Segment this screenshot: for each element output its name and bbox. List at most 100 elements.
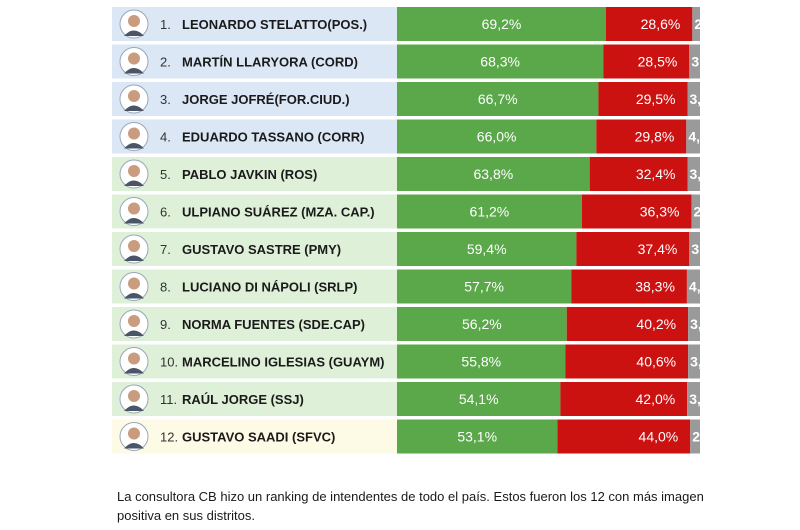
- positive-bar: [397, 157, 590, 191]
- unknown-bar: [687, 382, 700, 416]
- negative-bar: [571, 269, 687, 304]
- avatar-body: [124, 180, 144, 186]
- ranking-chart: 1.LEONARDO STELATTO(POS.)69,2%28,6%2,22.…: [112, 0, 800, 478]
- candidate-name: RAÚL JORGE (SSJ): [182, 392, 304, 407]
- negative-label: 36,3%: [640, 204, 680, 220]
- unknown-bar: [690, 419, 700, 454]
- positive-label: 59,4%: [467, 241, 507, 257]
- row-background: [112, 44, 397, 79]
- rank-number: 5.: [160, 167, 171, 182]
- rank-number: 9.: [160, 317, 171, 332]
- unknown-bar: [688, 344, 700, 379]
- positive-bar: [397, 419, 558, 454]
- negative-bar: [581, 194, 692, 229]
- positive-label: 57,7%: [464, 279, 504, 295]
- rank-number: 11.: [160, 392, 177, 407]
- positive-label: 63,8%: [473, 166, 513, 182]
- avatar-head: [128, 315, 140, 327]
- avatar-head: [128, 240, 140, 252]
- rank-number: 1.: [160, 17, 171, 32]
- avatar-head: [128, 52, 140, 65]
- positive-bar: [397, 232, 577, 266]
- candidate-name: GUSTAVO SAADI (SFVC): [182, 430, 335, 445]
- candidate-name: ULPIANO SUÁREZ (MZA. CAP.): [182, 205, 375, 220]
- negative-label: 28,6%: [641, 16, 681, 32]
- avatar-head: [128, 427, 140, 440]
- avatar-head: [128, 390, 140, 402]
- rank-number: 6.: [160, 205, 171, 220]
- unknown-bar: [691, 194, 700, 229]
- avatar-head: [128, 127, 140, 140]
- unknown-bar: [689, 44, 700, 79]
- positive-label: 54,1%: [459, 391, 499, 407]
- unknown-bar: [692, 7, 700, 41]
- unknown-bar: [686, 119, 700, 154]
- candidate-name: JORGE JOFRÉ(FOR.CIUD.): [182, 92, 350, 107]
- positive-bar: [397, 7, 606, 41]
- avatar-body: [124, 443, 144, 449]
- positive-bar: [397, 269, 572, 304]
- avatar-body: [124, 330, 144, 336]
- rank-number: 10.: [160, 355, 178, 370]
- rank-number: 4.: [160, 130, 171, 145]
- avatar-head: [128, 165, 140, 177]
- avatar-head: [128, 15, 140, 27]
- candidate-name: GUSTAVO SASTRE (PMY): [182, 242, 341, 257]
- rank-number: 3.: [160, 92, 171, 107]
- row-background: [112, 119, 397, 154]
- avatar-body: [124, 405, 144, 411]
- negative-bar: [566, 307, 689, 341]
- negative-bar: [603, 44, 690, 79]
- candidate-name: EDUARDO TASSANO (CORR): [182, 130, 364, 145]
- positive-label: 56,2%: [462, 316, 502, 332]
- avatar-body: [124, 105, 144, 111]
- avatar-head: [128, 90, 140, 102]
- row-background: [112, 194, 397, 229]
- positive-bar: [397, 344, 566, 379]
- candidate-name: NORMA FUENTES (SDE.CAP): [182, 317, 365, 332]
- unknown-bar: [686, 269, 700, 304]
- negative-bar: [565, 344, 689, 379]
- right-margin: [700, 0, 800, 478]
- unknown-bar: [687, 82, 700, 116]
- negative-bar: [576, 232, 690, 266]
- unknown-bar: [689, 232, 700, 266]
- negative-label: 37,4%: [638, 241, 678, 257]
- positive-label: 61,2%: [470, 204, 510, 220]
- positive-bar: [397, 119, 597, 154]
- positive-bar: [397, 382, 561, 416]
- rank-number: 8.: [160, 280, 171, 295]
- positive-label: 53,1%: [457, 429, 497, 445]
- row-background: [112, 157, 397, 191]
- positive-label: 68,3%: [480, 54, 520, 70]
- rank-number: 7.: [160, 242, 171, 257]
- negative-label: 29,8%: [635, 129, 675, 145]
- negative-label: 28,5%: [638, 54, 678, 70]
- avatar-body: [124, 368, 144, 374]
- row-background: [112, 232, 397, 266]
- avatar-head: [128, 202, 140, 215]
- row-background: [112, 419, 397, 454]
- negative-label: 40,2%: [636, 316, 676, 332]
- candidate-name: LEONARDO STELATTO(POS.): [182, 17, 367, 32]
- negative-label: 38,3%: [635, 279, 675, 295]
- positive-bar: [397, 82, 599, 116]
- candidate-name: MARTÍN LLARYORA (CORD): [182, 55, 358, 70]
- caption-text: La consultora CB hizo un ranking de inte…: [117, 489, 704, 523]
- positive-label: 66,7%: [478, 91, 518, 107]
- candidate-name: LUCIANO DI NÁPOLI (SRLP): [182, 280, 358, 295]
- negative-bar: [557, 419, 691, 454]
- negative-label: 44,0%: [639, 429, 679, 445]
- negative-label: 40,6%: [636, 354, 676, 370]
- negative-label: 32,4%: [636, 166, 676, 182]
- avatar-body: [124, 293, 144, 299]
- negative-bar: [598, 82, 688, 116]
- negative-bar: [589, 157, 688, 191]
- negative-bar: [605, 7, 693, 41]
- negative-bar: [596, 119, 687, 154]
- positive-label: 55,8%: [461, 354, 501, 370]
- positive-label: 66,0%: [477, 129, 517, 145]
- row-background: [112, 269, 397, 304]
- row-background: [112, 82, 397, 116]
- avatar-body: [124, 218, 144, 224]
